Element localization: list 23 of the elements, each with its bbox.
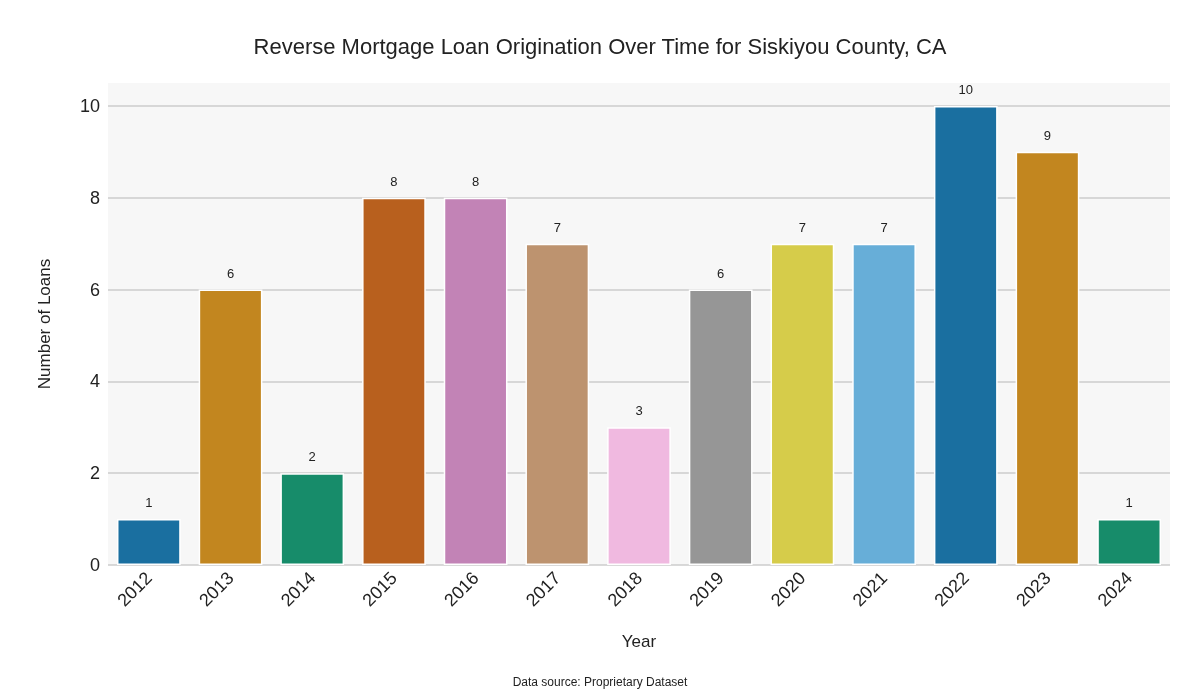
y-axis-title: Number of Loans (35, 258, 54, 390)
data-label: 6 (226, 265, 235, 281)
data-label: 3 (635, 403, 643, 419)
y-tick-label: 4 (89, 371, 100, 392)
data-label: 7 (798, 219, 806, 235)
y-tick-label: 6 (89, 279, 100, 300)
y-tick-label: 0 (89, 555, 100, 575)
data-label: 7 (880, 219, 888, 235)
data-label: 6 (717, 265, 725, 281)
y-tick-label: 8 (89, 187, 100, 208)
y-tick-label: 10 (79, 95, 100, 116)
y-tick-label: 2 (89, 463, 100, 484)
data-label: 1 (1125, 495, 1133, 511)
data-label: 10 (958, 81, 973, 97)
data-label: 1 (145, 495, 153, 511)
source-note: Data source: Proprietary Dataset (512, 675, 689, 689)
data-label: 9 (1043, 127, 1052, 143)
data-label: 8 (472, 173, 480, 189)
data-label: 7 (553, 219, 561, 235)
data-label: 2 (308, 449, 316, 465)
chart-title: Reverse Mortgage Loan Origination Over Time for Siskiyou County, CA (253, 33, 947, 59)
data-label: 8 (390, 173, 398, 189)
x-axis-title: Year (621, 632, 657, 651)
